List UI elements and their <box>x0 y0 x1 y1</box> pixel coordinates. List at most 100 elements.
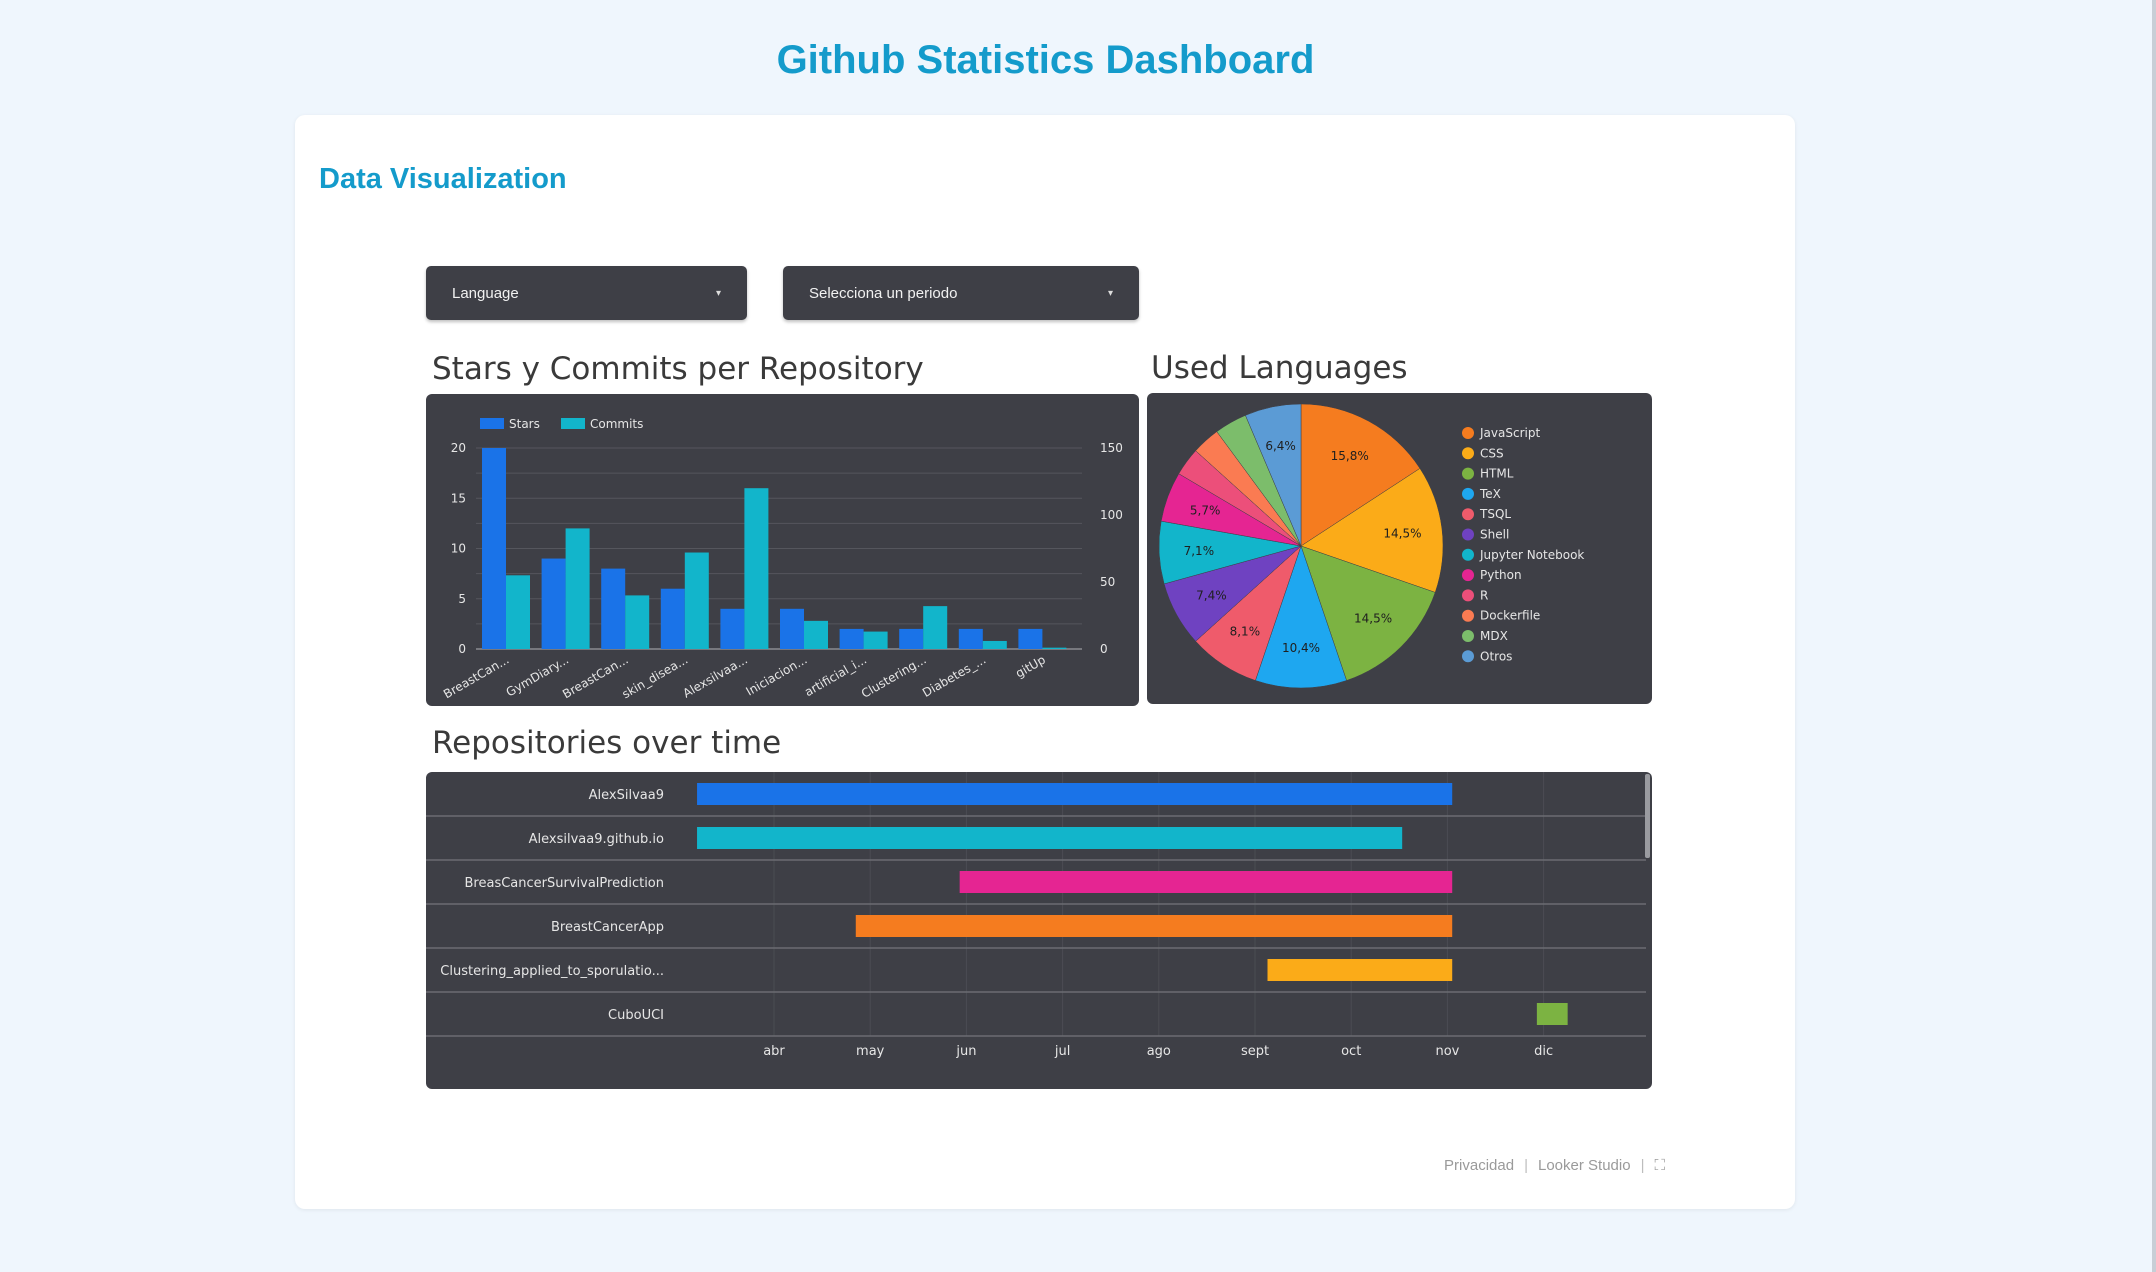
repository-timeline-bar[interactable] <box>1267 959 1453 981</box>
repository-timeline-bar[interactable] <box>959 871 1453 893</box>
pie-chart-panel: 15,8% 14,5% 14,5% 10,4% 8,1% 7,4% 7,1% 5,7% 6,4%… <box>1147 393 1652 704</box>
stars-bar[interactable] <box>720 608 745 649</box>
pie-slice-label: 6,4% <box>1265 439 1296 453</box>
stars-bar[interactable] <box>958 628 983 649</box>
legend-label: Shell <box>1480 528 1509 542</box>
left-axis-tick-label: 5 <box>458 592 466 606</box>
page-title: Github Statistics Dashboard <box>776 38 1315 82</box>
x-axis-category-label: gitUp <box>1013 652 1048 680</box>
commits-bar[interactable] <box>744 488 769 649</box>
pie-slice-label: 8,1% <box>1230 624 1261 638</box>
legend-label: TSQL <box>1479 507 1511 521</box>
legend-dot <box>1462 548 1474 561</box>
commits-bar[interactable] <box>506 575 530 649</box>
left-axis-tick-label: 10 <box>451 542 466 556</box>
month-axis-label: jun <box>955 1044 976 1059</box>
legend-swatch <box>561 418 585 429</box>
month-axis-label: oct <box>1341 1044 1361 1059</box>
repository-label: BreasCancerSurvivalPrediction <box>465 876 664 891</box>
pie-slice[interactable] <box>1300 468 1444 593</box>
pie-slice[interactable] <box>1255 545 1347 689</box>
commits-bar[interactable] <box>684 552 709 649</box>
repositories-timeline-chart: abr may jun jul ago sept oct nov dic AlexSilvaa9 A… <box>426 772 1650 1059</box>
looker-studio-link[interactable]: Looker Studio <box>1538 1157 1631 1174</box>
right-axis-tick-label: 50 <box>1100 575 1115 589</box>
legend-label: Stars <box>509 417 540 431</box>
right-axis-tick-label: 150 <box>1100 441 1123 455</box>
stars-bar[interactable] <box>660 588 685 649</box>
pie-slice-label: 14,5% <box>1354 612 1392 626</box>
pie-slice[interactable] <box>1245 403 1302 547</box>
fullscreen-icon[interactable]: ⛶ <box>1654 1157 1665 1174</box>
pie-slice-label: 7,4% <box>1196 588 1227 602</box>
chevron-down-icon: ▾ <box>1107 287 1113 299</box>
left-axis-tick-label: 20 <box>451 441 466 455</box>
footer-separator: | <box>1640 1157 1645 1174</box>
legend-label: Jupyter Notebook <box>1479 548 1584 562</box>
repository-timeline-bar[interactable] <box>855 915 1453 937</box>
legend-dot <box>1462 589 1474 602</box>
left-axis-tick-label: 0 <box>458 642 466 656</box>
commits-bar[interactable] <box>863 631 888 649</box>
pie-chart-title: Used Languages <box>1151 350 1408 386</box>
bar-chart-panel: 0 5 10 15 20 0 50 100 150 Stars Commits BreastCan..… <box>426 394 1139 706</box>
report-footer: Privacidad | Looker Studio | ⛶ <box>1444 1157 1665 1174</box>
commits-bar[interactable] <box>982 640 1007 649</box>
month-axis-label: ago <box>1147 1044 1171 1059</box>
right-axis-tick-label: 0 <box>1100 642 1108 656</box>
period-dropdown-label: Selecciona un periodo <box>809 284 958 302</box>
commits-bar[interactable] <box>804 620 828 649</box>
stars-bar[interactable] <box>601 568 626 649</box>
pie-slice[interactable] <box>1300 545 1436 681</box>
x-axis-category-label: BreastCan... <box>560 652 631 701</box>
legend-label: CSS <box>1480 446 1504 460</box>
legend-dot <box>1462 447 1474 460</box>
legend-label: Commits <box>590 417 643 431</box>
stars-commits-bar-chart: 0 5 10 15 20 0 50 100 150 Stars Commits BreastCan..… <box>441 417 1123 701</box>
commits-bar[interactable] <box>565 528 590 649</box>
pie-slice[interactable] <box>1300 403 1421 547</box>
legend-swatch <box>480 418 504 429</box>
stars-bar[interactable] <box>839 628 864 649</box>
dashboard-card: Data Visualization Language ▾ Selecciona… <box>295 115 1795 1209</box>
privacy-link[interactable]: Privacidad <box>1444 1157 1515 1174</box>
stars-bar[interactable] <box>899 628 924 649</box>
bar-chart-title: Stars y Commits per Repository <box>432 351 924 387</box>
commits-bar[interactable] <box>1042 647 1067 649</box>
period-dropdown[interactable]: Selecciona un periodo ▾ <box>783 266 1139 320</box>
legend-label: MDX <box>1480 629 1508 643</box>
language-dropdown[interactable]: Language ▾ <box>426 266 747 320</box>
stars-bar[interactable] <box>541 558 566 649</box>
card-title: Data Visualization <box>319 163 567 195</box>
repository-timeline-bar[interactable] <box>697 783 1453 805</box>
repository-timeline-bar[interactable] <box>1536 1003 1568 1025</box>
legend-label: Dockerfile <box>1480 609 1540 623</box>
month-axis-label: sept <box>1241 1044 1269 1059</box>
footer-separator: | <box>1524 1157 1528 1174</box>
pie-slice-label: 14,5% <box>1383 527 1421 541</box>
repository-timeline-bar[interactable] <box>697 827 1403 849</box>
pie-slice-label: 10,4% <box>1282 641 1320 655</box>
repository-label: Clustering_applied_to_sporulatio... <box>440 964 664 979</box>
legend-dot <box>1462 427 1474 439</box>
commits-bar[interactable] <box>923 606 948 649</box>
x-axis-category-label: Diabetes_... <box>920 652 988 699</box>
legend-dot <box>1462 467 1474 480</box>
right-axis-tick-label: 100 <box>1100 508 1123 522</box>
month-axis-label: may <box>856 1044 885 1059</box>
legend-label: TeX <box>1479 487 1501 501</box>
stars-bar[interactable] <box>780 608 804 649</box>
x-axis-category-label: Iniciacion... <box>744 652 810 698</box>
x-axis-category-label: BreastCan... <box>441 652 512 701</box>
page-scrollbar[interactable] <box>2152 0 2156 1272</box>
used-languages-pie-chart: 15,8% 14,5% 14,5% 10,4% 8,1% 7,4% 7,1% 5,7% 6,4%… <box>1158 403 1584 689</box>
commits-bar[interactable] <box>625 595 650 649</box>
legend-label: JavaScript <box>1479 426 1540 440</box>
stars-bar[interactable] <box>482 448 506 649</box>
legend-dot <box>1462 508 1474 521</box>
legend-dot <box>1462 609 1474 622</box>
gantt-chart-title: Repositories over time <box>432 725 782 761</box>
stars-bar[interactable] <box>1018 628 1043 649</box>
legend-label: Otros <box>1480 649 1512 663</box>
gantt-scrollbar-thumb[interactable] <box>1645 774 1650 858</box>
